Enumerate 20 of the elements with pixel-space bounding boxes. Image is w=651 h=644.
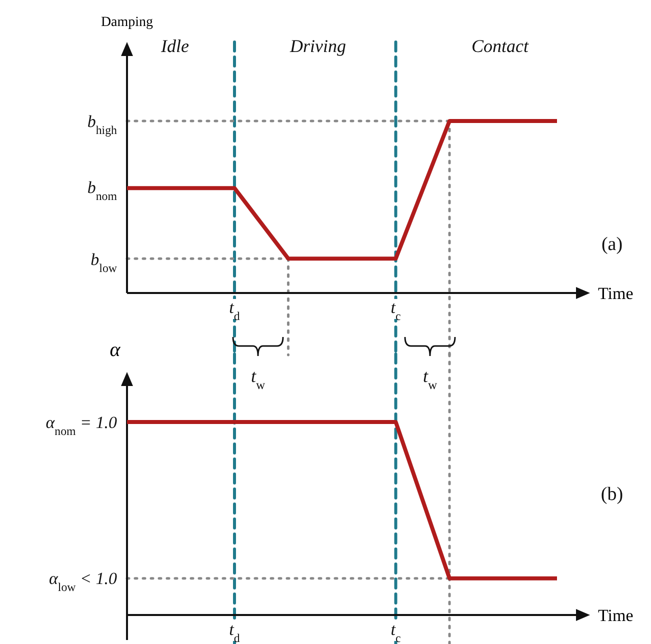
text: α$_{low}$ < 1.0 bbox=[48, 569, 118, 594]
x-tick-label: t$_{d}$ bbox=[229, 298, 240, 323]
text: Driving bbox=[289, 36, 346, 56]
text: b$_{high}$ bbox=[87, 112, 118, 137]
text: b$_{nom}$ bbox=[87, 178, 118, 203]
x-tick-label: t$_{c}$ bbox=[390, 298, 401, 323]
x-tick-label: t$_{c}$ bbox=[390, 620, 401, 644]
text: Idle bbox=[160, 36, 190, 56]
y-axis-title: α bbox=[110, 339, 121, 361]
text: b$_{low}$ bbox=[90, 250, 118, 275]
text: Contact bbox=[472, 36, 530, 56]
y-axis-title: Damping bbox=[100, 15, 154, 30]
x-axis-title: Time bbox=[598, 606, 634, 625]
text: α$_{nom}$ = 1.0 bbox=[46, 413, 118, 438]
x-axis-title: Time bbox=[598, 284, 634, 303]
text: (b) bbox=[600, 484, 624, 505]
text: t$_{w}$ bbox=[250, 366, 266, 392]
text: (a) bbox=[601, 234, 623, 255]
x-tick-label: t$_{d}$ bbox=[229, 620, 240, 644]
text: t$_{w}$ bbox=[422, 366, 438, 392]
